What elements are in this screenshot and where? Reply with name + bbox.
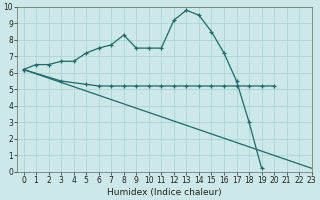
- X-axis label: Humidex (Indice chaleur): Humidex (Indice chaleur): [107, 188, 222, 197]
